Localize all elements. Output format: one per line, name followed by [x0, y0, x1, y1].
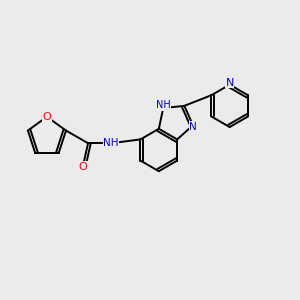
Text: O: O	[78, 162, 87, 172]
Text: NH: NH	[103, 138, 119, 148]
Text: N: N	[189, 122, 197, 132]
Text: O: O	[43, 112, 51, 122]
Text: N: N	[226, 78, 234, 88]
Text: NH: NH	[156, 100, 171, 110]
